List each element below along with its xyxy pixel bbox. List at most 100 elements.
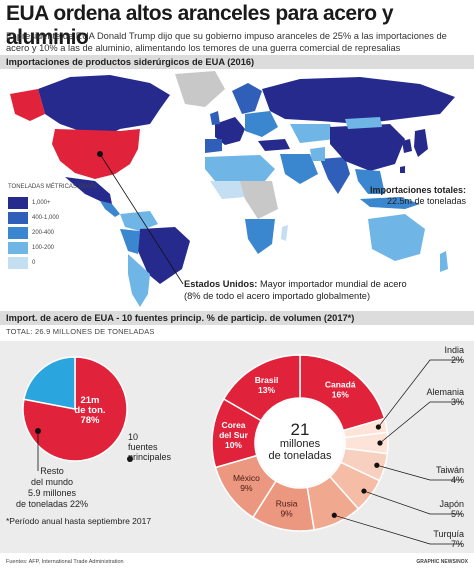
donut-external-label: Alemania 3%	[426, 387, 464, 407]
page-title: EUA ordena altos aranceles para acero y …	[6, 2, 394, 49]
map-usa-leader	[99, 153, 184, 285]
map-kazakhstan	[290, 124, 335, 143]
donut-leader-line	[378, 359, 462, 428]
legend-label: 400-1,000	[32, 214, 60, 221]
donut-center-label: 21 millones de toneladas	[269, 420, 332, 462]
donut-leader-marker	[361, 488, 367, 494]
map-indonesia	[360, 197, 420, 209]
small-pie-slice	[23, 356, 76, 410]
map-north-africa	[205, 155, 275, 181]
map-west-africa	[210, 181, 245, 199]
map-japan	[414, 129, 428, 157]
legend-swatch	[8, 211, 28, 224]
map-central-africa	[240, 181, 278, 219]
donut-leader-line	[376, 464, 462, 481]
legend-row: 400-1,000	[8, 210, 97, 225]
share-charts: 21m de ton. 78% Resto del mundo 5.9 millones d…	[6, 345, 464, 549]
map-heading: Importaciones de productos siderúrgicos …	[0, 55, 474, 69]
map-colombia-venezuela	[120, 211, 158, 231]
legend-label: 0	[32, 259, 36, 266]
credit-text: GRAPHIC NEWS/NOX	[416, 559, 468, 565]
donut-external-label: Japón 5%	[439, 499, 464, 519]
world-map	[0, 69, 474, 309]
map-peru	[120, 229, 140, 254]
legend-row: 1,000+	[8, 195, 97, 210]
map-madagascar	[281, 225, 288, 241]
import-totals-value: 22.5m de toneladas	[386, 196, 466, 206]
map-scandinavia	[232, 83, 262, 114]
map-canada	[38, 75, 170, 139]
usa-note-bold: Estados Unidos:	[184, 279, 258, 289]
chart-labels: *Período anual hasta septiembre 2017	[6, 516, 151, 526]
donut-slice-label: México 9%	[233, 473, 260, 493]
chart-heading: Import. de acero de EUA - 10 fuentes pri…	[0, 311, 474, 325]
legend-swatch	[8, 196, 28, 209]
donut-slice-label: Canadá 16%	[325, 379, 356, 399]
map-central-america	[100, 201, 120, 217]
donut-slice-label: Brasil 13%	[255, 375, 279, 395]
map-new-zealand	[440, 251, 448, 272]
small-pie: 21m de ton. 78% Resto del mundo 5.9 millones d…	[16, 356, 172, 509]
legend-title: TONELADAS MÉTRICAS (000S)	[8, 184, 97, 190]
legend-swatch	[8, 226, 28, 239]
map-greenland	[175, 71, 225, 107]
map-pakistan	[310, 147, 325, 161]
donut-slice-label: Rusia 9%	[276, 499, 298, 519]
legend-label: 1,000+	[32, 199, 51, 206]
map-uk	[210, 111, 220, 125]
intro-text: El presidente de EUA Donald Trump dijo q…	[6, 31, 447, 53]
legend-label: 100-200	[32, 244, 55, 251]
import-totals-title: Importaciones totales:	[369, 185, 466, 195]
footnote: *Período anual hasta septiembre 2017	[6, 516, 151, 526]
map-western-europe	[215, 117, 245, 145]
map-australia	[368, 214, 425, 261]
map-brazil	[138, 227, 190, 284]
map-alaska	[10, 89, 45, 121]
donut-center	[256, 399, 344, 487]
small-pie-main-label: 21m de ton. 78%	[74, 395, 105, 426]
ten-sources-marker	[127, 456, 133, 462]
donut-leader-line	[363, 490, 462, 515]
donut-leader-line	[334, 514, 462, 545]
map-mongolia	[345, 117, 382, 129]
legend-swatch	[8, 256, 28, 269]
map-china	[330, 124, 405, 171]
donut-leader-line	[379, 401, 462, 444]
map-korea	[402, 139, 412, 153]
map-eastern-europe	[245, 111, 278, 137]
usa-note-text: Mayor importador mundial de acero (8% de…	[184, 279, 407, 301]
donut-chart: Canadá 16% India 2% Alemania 3% Taiwán 4% Japón 5…	[211, 345, 464, 549]
map-india	[320, 157, 350, 194]
ten-sources-label: 10 fuentes principales	[128, 432, 172, 462]
map-taiwan	[400, 166, 405, 173]
map-southern-africa	[245, 219, 275, 254]
donut-external-label: India 2%	[444, 345, 464, 365]
legend-row: 100-200	[8, 240, 97, 255]
map-mexico	[65, 177, 112, 204]
map-middle-east	[280, 154, 318, 184]
donut-external-label: Taiwán 4%	[436, 465, 464, 485]
map-russia	[262, 77, 455, 124]
map-iberia	[205, 139, 222, 153]
map-argentina-chile	[128, 254, 150, 307]
map-legend: TONELADAS MÉTRICAS (000S) 1,000+ 400-1,0…	[8, 184, 97, 270]
map-se-asia	[355, 169, 385, 194]
legend-row: 200-400	[8, 225, 97, 240]
legend-row: 0	[8, 255, 97, 270]
source-text: Fuentes: AFP, International Trade Admini…	[6, 559, 124, 565]
legend-swatch	[8, 241, 28, 254]
donut-external-label: Turquía 7%	[433, 529, 464, 549]
map-usa	[52, 129, 140, 179]
legend-label: 200-400	[32, 229, 55, 236]
donut-leader-marker	[331, 512, 337, 518]
donut-slice-label: Corea del Sur 10%	[219, 420, 249, 450]
world-map-svg	[10, 71, 455, 307]
small-pie-rest-label: Resto del mundo 5.9 millones de toneladas 2…	[16, 466, 88, 509]
total-line: TOTAL: 26.9 MILLONES DE TONELADAS	[6, 327, 155, 336]
usa-note: Estados Unidos: Mayor importador mundial…	[184, 278, 419, 302]
import-totals: Importaciones totales: 22.5m de tonelada…	[370, 185, 466, 207]
donut-slice	[222, 354, 301, 422]
map-turkey	[258, 139, 290, 151]
donut-leader-marker	[374, 462, 380, 468]
